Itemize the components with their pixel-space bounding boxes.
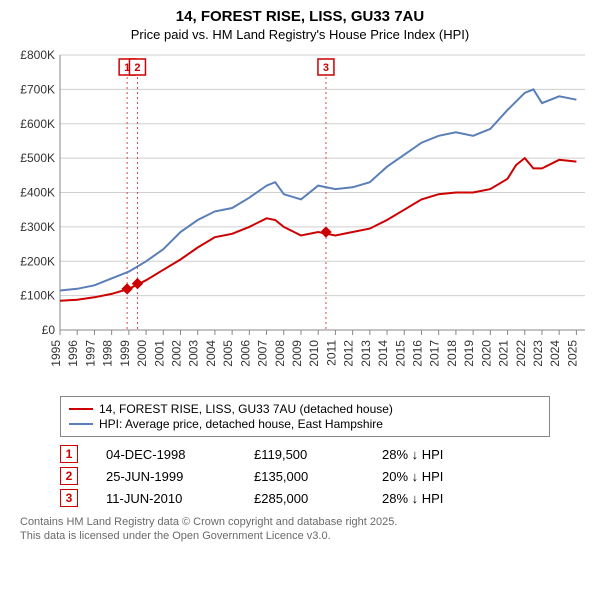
attribution-line: This data is licensed under the Open Gov… — [20, 529, 590, 543]
svg-text:£100K: £100K — [20, 289, 55, 303]
svg-text:2013: 2013 — [359, 340, 373, 367]
svg-text:2010: 2010 — [307, 340, 321, 367]
svg-text:2020: 2020 — [479, 340, 493, 367]
svg-text:2007: 2007 — [256, 340, 270, 367]
price-chart: £0 £100K £200K £300K £400K £500K £600K £700K £80… — [10, 50, 590, 390]
svg-text:£600K: £600K — [20, 117, 55, 131]
svg-text:2024: 2024 — [548, 340, 562, 367]
svg-text:2018: 2018 — [445, 340, 459, 367]
svg-text:£800K: £800K — [20, 50, 55, 62]
svg-text:£500K: £500K — [20, 151, 55, 165]
attribution: Contains HM Land Registry data © Crown c… — [20, 515, 590, 544]
legend-label: 14, FOREST RISE, LISS, GU33 7AU (detache… — [99, 402, 393, 416]
svg-text:3: 3 — [323, 62, 329, 74]
svg-text:2023: 2023 — [531, 340, 545, 367]
transaction-date: 25-JUN-1999 — [106, 469, 226, 484]
transaction-diff: 20% ↓ HPI — [382, 469, 502, 484]
transaction-price: £119,500 — [254, 447, 354, 462]
svg-text:£400K: £400K — [20, 186, 55, 200]
legend-item: HPI: Average price, detached house, East… — [69, 417, 541, 431]
svg-text:£0: £0 — [42, 323, 56, 337]
svg-text:2021: 2021 — [497, 340, 511, 367]
legend-item: 14, FOREST RISE, LISS, GU33 7AU (detache… — [69, 402, 541, 416]
transaction-row: 2 25-JUN-1999 £135,000 20% ↓ HPI — [60, 467, 590, 485]
svg-text:2022: 2022 — [514, 340, 528, 367]
svg-text:£200K: £200K — [20, 254, 55, 268]
svg-text:1997: 1997 — [83, 340, 97, 367]
svg-text:1996: 1996 — [66, 340, 80, 367]
svg-text:2017: 2017 — [428, 340, 442, 367]
svg-text:2003: 2003 — [187, 340, 201, 367]
transaction-badge: 3 — [60, 489, 78, 507]
legend-label: HPI: Average price, detached house, East… — [99, 417, 383, 431]
legend: 14, FOREST RISE, LISS, GU33 7AU (detache… — [60, 396, 550, 437]
svg-text:2002: 2002 — [169, 340, 183, 367]
svg-text:1998: 1998 — [101, 340, 115, 367]
transaction-date: 11-JUN-2010 — [106, 491, 226, 506]
svg-text:2001: 2001 — [152, 340, 166, 367]
page-title: 14, FOREST RISE, LISS, GU33 7AU — [10, 8, 590, 25]
page-subtitle: Price paid vs. HM Land Registry's House … — [10, 27, 590, 42]
svg-text:2006: 2006 — [238, 340, 252, 367]
transaction-diff: 28% ↓ HPI — [382, 491, 502, 506]
svg-text:2: 2 — [134, 62, 140, 74]
transactions-table: 1 04-DEC-1998 £119,500 28% ↓ HPI 2 25-JUN-199… — [60, 445, 590, 507]
transaction-diff: 28% ↓ HPI — [382, 447, 502, 462]
svg-text:2004: 2004 — [204, 340, 218, 367]
svg-text:£300K: £300K — [20, 220, 55, 234]
legend-swatch — [69, 423, 93, 425]
svg-text:2019: 2019 — [462, 340, 476, 367]
svg-text:£700K: £700K — [20, 82, 55, 96]
legend-swatch — [69, 408, 93, 410]
svg-text:2009: 2009 — [290, 340, 304, 367]
svg-text:2011: 2011 — [324, 340, 338, 366]
transaction-price: £285,000 — [254, 491, 354, 506]
transaction-date: 04-DEC-1998 — [106, 447, 226, 462]
transaction-badge: 2 — [60, 467, 78, 485]
svg-text:1999: 1999 — [118, 340, 132, 367]
svg-text:2008: 2008 — [273, 340, 287, 367]
attribution-line: Contains HM Land Registry data © Crown c… — [20, 515, 590, 529]
svg-text:2005: 2005 — [221, 340, 235, 367]
transaction-badge: 1 — [60, 445, 78, 463]
transaction-price: £135,000 — [254, 469, 354, 484]
svg-text:1995: 1995 — [49, 340, 63, 367]
transaction-row: 3 11-JUN-2010 £285,000 28% ↓ HPI — [60, 489, 590, 507]
svg-text:2016: 2016 — [410, 340, 424, 367]
transaction-row: 1 04-DEC-1998 £119,500 28% ↓ HPI — [60, 445, 590, 463]
svg-text:2000: 2000 — [135, 340, 149, 367]
svg-text:2014: 2014 — [376, 340, 390, 367]
svg-text:2025: 2025 — [565, 340, 579, 367]
svg-text:2012: 2012 — [342, 340, 356, 367]
svg-text:2015: 2015 — [393, 340, 407, 367]
